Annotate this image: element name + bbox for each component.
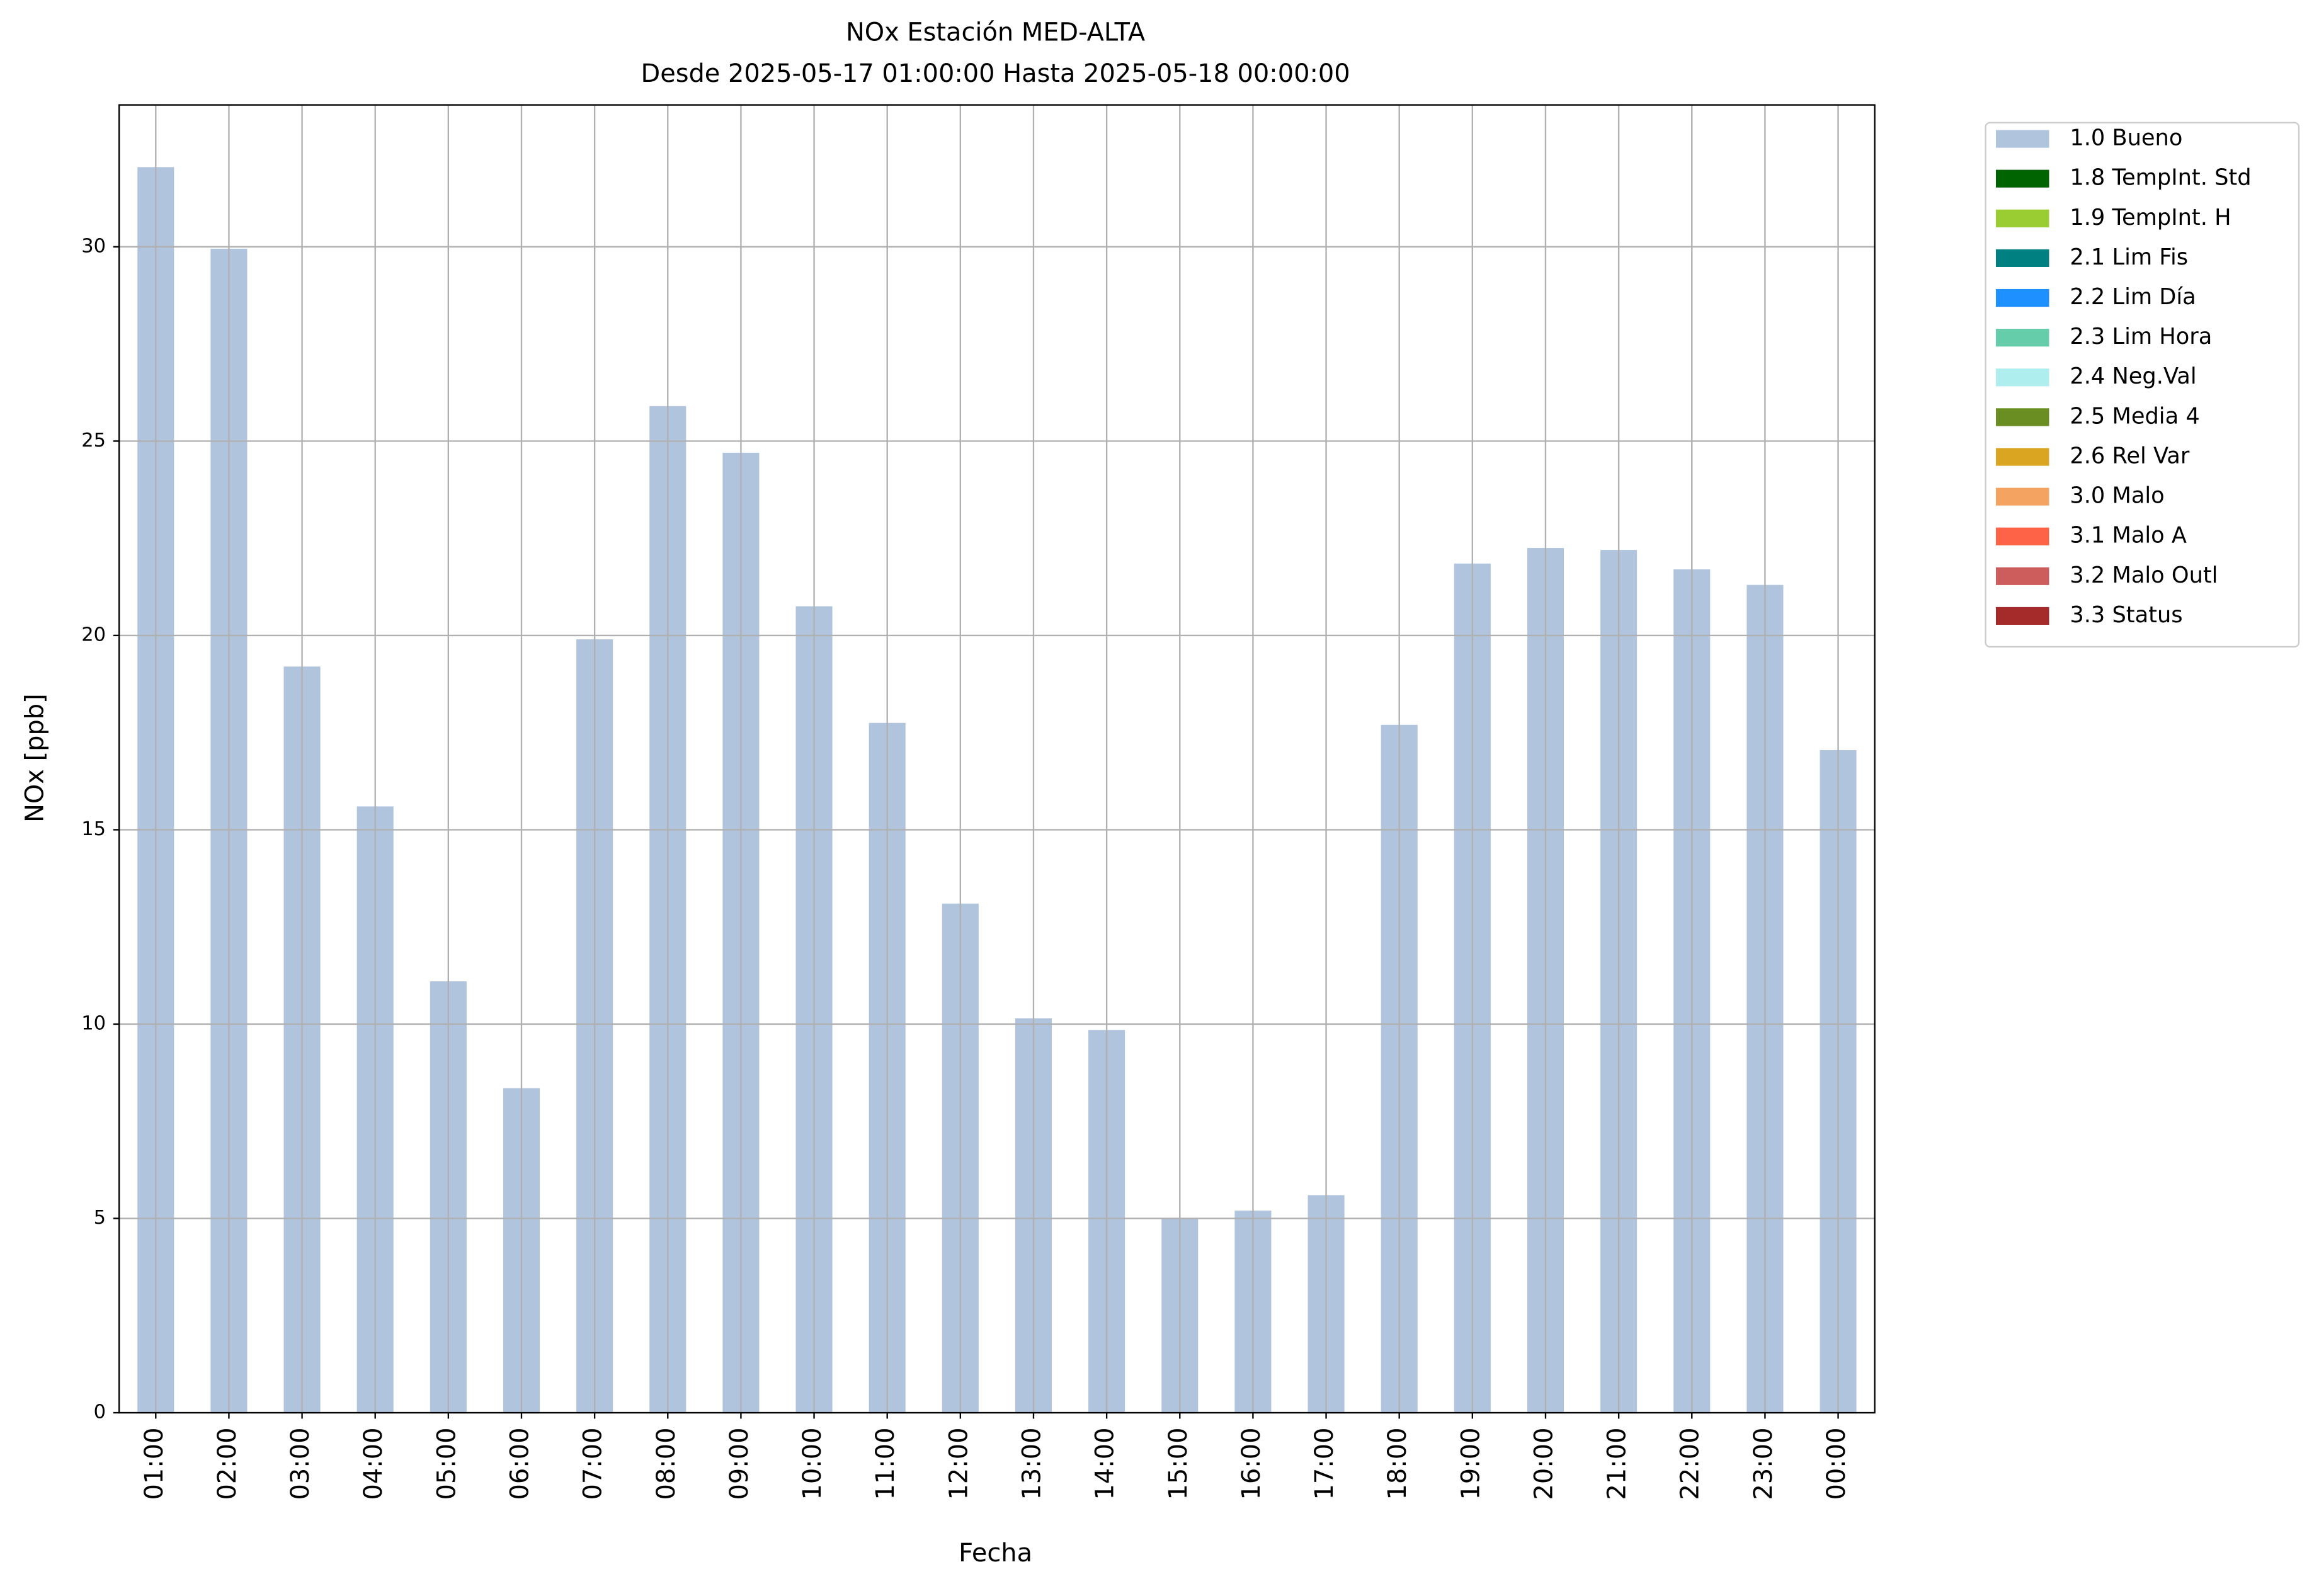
x-tick-label: 10:00 xyxy=(798,1428,827,1500)
x-tick-label: 07:00 xyxy=(579,1428,608,1500)
x-tick-label: 12:00 xyxy=(944,1428,973,1500)
legend-swatch xyxy=(1996,249,2049,267)
legend-swatch xyxy=(1996,567,2049,585)
x-tick-label: 14:00 xyxy=(1091,1428,1120,1500)
x-tick-label: 09:00 xyxy=(725,1428,754,1500)
legend-label: 2.4 Neg.Val xyxy=(2070,363,2196,389)
x-tick-label: 21:00 xyxy=(1603,1428,1632,1500)
legend-swatch xyxy=(1996,408,2049,426)
legend-label: 2.3 Lim Hora xyxy=(2070,324,2212,350)
legend-label: 3.3 Status xyxy=(2070,602,2182,628)
x-tick-label: 17:00 xyxy=(1310,1428,1339,1500)
legend-swatch xyxy=(1996,368,2049,387)
legend-swatch xyxy=(1996,487,2049,506)
x-tick-label: 00:00 xyxy=(1822,1428,1851,1500)
x-tick-label: 18:00 xyxy=(1383,1428,1412,1500)
y-axis-label: NOx [ppb] xyxy=(20,693,49,823)
legend-swatch xyxy=(1996,329,2049,347)
legend-label: 1.8 TempInt. Std xyxy=(2070,165,2251,191)
y-tick-label: 15 xyxy=(81,818,106,840)
y-tick-label: 30 xyxy=(81,235,106,257)
chart-subtitle: Desde 2025-05-17 01:00:00 Hasta 2025-05-… xyxy=(641,59,1350,88)
x-tick-label: 22:00 xyxy=(1676,1428,1705,1500)
x-tick-label: 08:00 xyxy=(652,1428,681,1500)
x-tick-label: 15:00 xyxy=(1164,1428,1193,1500)
legend-swatch xyxy=(1996,527,2049,545)
legend-label: 1.0 Bueno xyxy=(2070,125,2182,151)
legend-swatch xyxy=(1996,209,2049,227)
x-tick-label: 04:00 xyxy=(359,1428,388,1500)
legend-label: 1.9 TempInt. H xyxy=(2070,205,2231,231)
legend-label: 3.1 Malo A xyxy=(2070,523,2187,549)
legend-swatch xyxy=(1996,607,2049,625)
legend-label: 3.2 Malo Outl xyxy=(2070,562,2218,588)
legend-label: 2.2 Lim Día xyxy=(2070,284,2196,310)
x-tick-label: 05:00 xyxy=(432,1428,461,1500)
y-tick-label: 20 xyxy=(81,624,106,646)
x-tick-label: 13:00 xyxy=(1017,1428,1046,1500)
plot-frame xyxy=(118,104,1876,1414)
legend-box xyxy=(1985,122,2300,648)
legend-label: 2.1 Lim Fis xyxy=(2070,244,2188,270)
x-tick-label: 19:00 xyxy=(1456,1428,1485,1500)
legend-swatch xyxy=(1996,130,2049,148)
legend-swatch xyxy=(1996,448,2049,466)
x-tick-label: 23:00 xyxy=(1749,1428,1778,1500)
x-tick-label: 20:00 xyxy=(1529,1428,1558,1500)
legend-label: 3.0 Malo xyxy=(2070,483,2164,509)
x-tick-label: 02:00 xyxy=(213,1428,242,1500)
x-tick-label: 16:00 xyxy=(1237,1428,1266,1500)
legend-swatch xyxy=(1996,169,2049,188)
chart-title: NOx Estación MED-ALTA xyxy=(846,18,1145,47)
x-tick-label: 01:00 xyxy=(140,1428,169,1500)
y-tick-label: 10 xyxy=(81,1012,106,1034)
legend-swatch xyxy=(1996,288,2049,307)
x-tick-label: 11:00 xyxy=(871,1428,900,1500)
x-axis-label: Fecha xyxy=(959,1539,1032,1568)
y-tick-label: 25 xyxy=(81,430,106,452)
y-tick-label: 0 xyxy=(94,1401,106,1423)
legend-label: 2.5 Media 4 xyxy=(2070,403,2199,429)
x-tick-label: 03:00 xyxy=(286,1428,315,1500)
x-tick-label: 06:00 xyxy=(505,1428,534,1500)
legend-label: 2.6 Rel Var xyxy=(2070,443,2190,469)
y-tick-label: 5 xyxy=(94,1207,106,1229)
